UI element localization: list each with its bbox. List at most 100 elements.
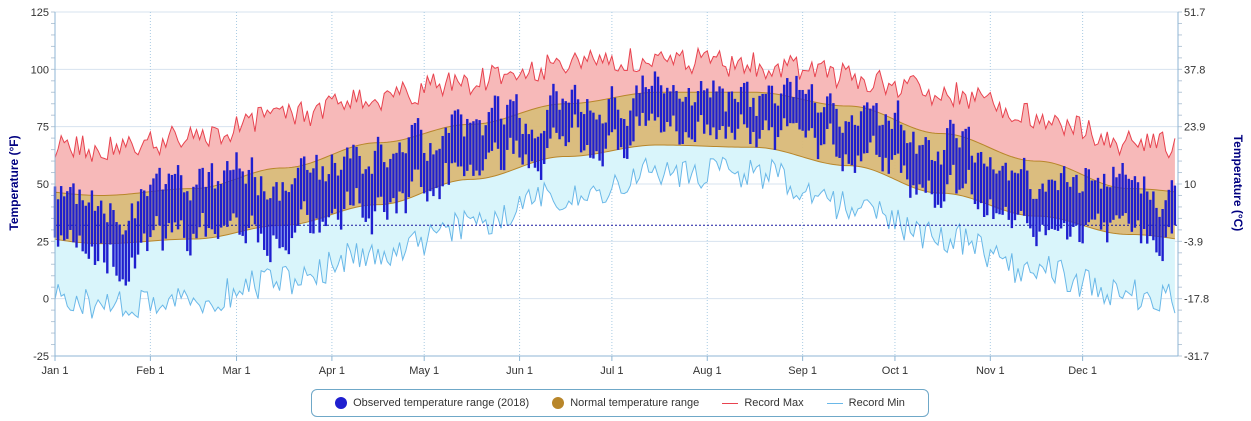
observed-day-bar xyxy=(398,142,401,192)
observed-day-bar xyxy=(219,183,223,228)
observed-day-bar xyxy=(472,121,475,176)
legend-item-record-max[interactable]: Record Max xyxy=(722,397,804,409)
x-tick-label: Sep 1 xyxy=(788,365,817,377)
legend-item-normal[interactable]: Normal temperature range xyxy=(552,397,699,409)
legend-label-record-max: Record Max xyxy=(744,397,804,409)
observed-day-bar xyxy=(103,213,106,263)
observed-day-bar xyxy=(952,123,955,165)
observed-day-bar xyxy=(986,166,989,216)
observed-day-bar xyxy=(967,126,970,170)
observed-day-bar xyxy=(192,186,195,234)
observed-day-bar xyxy=(650,85,654,114)
observed-day-bar xyxy=(1087,169,1090,223)
record-range-area xyxy=(54,46,1176,319)
observed-day-bar xyxy=(401,152,404,194)
observed-day-bar xyxy=(1078,192,1081,243)
chart-legend: Observed temperature range (2018) Normal… xyxy=(311,389,929,417)
observed-day-bar xyxy=(389,158,392,203)
chart-svg: -25 -31.7 0 -17.8 25 -3.9 50 10 75 23.9 100 37.8 125… xyxy=(7,7,1245,377)
observed-day-bar xyxy=(376,136,380,198)
observed-day-bar xyxy=(109,203,112,245)
y-tick-label-left: 75 xyxy=(37,122,49,134)
observed-day-bar xyxy=(1139,193,1143,244)
observed-day-bar xyxy=(582,114,586,151)
observed-day-bar xyxy=(407,137,411,198)
observed-day-bar xyxy=(426,160,429,202)
legend-item-observed[interactable]: Observed temperature range (2018) xyxy=(335,397,529,409)
observed-day-bar xyxy=(801,89,804,131)
observed-day-bar xyxy=(1121,162,1124,216)
observed-day-bar xyxy=(133,218,137,269)
observed-day-bar xyxy=(567,102,571,143)
observed-day-bar xyxy=(764,93,767,121)
observed-day-bar xyxy=(579,111,583,153)
observed-day-bar xyxy=(87,202,91,259)
observed-day-bar xyxy=(355,146,358,189)
observed-day-bar xyxy=(59,186,63,236)
observed-day-bar xyxy=(309,172,312,234)
observed-day-bar xyxy=(684,96,687,133)
observed-day-bar xyxy=(798,89,801,130)
observed-day-bar xyxy=(183,192,186,238)
observed-day-bar xyxy=(739,86,743,115)
observed-day-bar xyxy=(395,152,398,214)
observed-day-bar xyxy=(1035,198,1038,247)
observed-day-bar xyxy=(1124,174,1127,214)
observed-day-bar xyxy=(595,119,598,152)
observed-day-bar xyxy=(961,131,964,189)
observed-day-bar xyxy=(555,91,558,133)
observed-day-bar xyxy=(318,179,321,233)
observed-day-bar xyxy=(989,157,992,200)
observed-day-bar xyxy=(1029,189,1032,229)
observed-day-bar xyxy=(229,170,232,221)
observed-day-bar xyxy=(644,87,647,126)
observed-day-bar xyxy=(69,187,72,230)
observed-day-bar xyxy=(343,156,346,210)
observed-day-bar xyxy=(1010,170,1014,229)
observed-day-bar xyxy=(669,91,672,127)
x-tick-label: Jul 1 xyxy=(600,365,623,377)
observed-day-bar xyxy=(315,154,318,219)
observed-day-bar xyxy=(81,200,84,252)
observed-day-bar xyxy=(629,110,632,146)
observed-day-bar xyxy=(832,103,835,145)
x-tick-label: Mar 1 xyxy=(222,365,250,377)
observed-day-bar xyxy=(709,97,712,136)
observed-day-bar xyxy=(964,128,967,184)
observed-day-bar xyxy=(1173,185,1177,226)
legend-item-record-min[interactable]: Record Min xyxy=(826,397,905,409)
observed-day-bar xyxy=(884,114,887,158)
observed-day-bar xyxy=(724,111,727,139)
observed-day-bar xyxy=(619,118,623,148)
observed-day-bar xyxy=(626,125,629,159)
observed-day-bar xyxy=(493,95,497,143)
observed-day-bar xyxy=(383,162,386,213)
observed-day-bar xyxy=(1007,180,1010,220)
observed-day-bar xyxy=(841,132,844,172)
observed-day-bar xyxy=(453,110,457,163)
observed-day-bar xyxy=(702,90,706,134)
observed-day-bar xyxy=(352,144,355,206)
observed-day-bar xyxy=(721,88,724,127)
observed-day-bar xyxy=(155,173,158,217)
observed-day-bar xyxy=(641,75,644,113)
observed-day-bar xyxy=(235,152,238,218)
observed-day-bar xyxy=(564,101,567,147)
observed-day-bar xyxy=(982,163,986,217)
observed-day-bar xyxy=(542,130,546,164)
observed-day-bar xyxy=(912,131,915,186)
observed-day-bar xyxy=(250,157,254,216)
y-tick-label-left: 125 xyxy=(31,7,49,19)
observed-day-bar xyxy=(733,98,737,140)
observed-day-bar xyxy=(749,106,752,145)
observed-day-bar xyxy=(622,119,626,159)
observed-day-bar xyxy=(487,112,491,153)
observed-day-bar xyxy=(939,164,943,208)
observed-day-bar xyxy=(816,112,820,160)
observed-day-bar xyxy=(632,98,635,142)
observed-day-bar xyxy=(930,159,934,195)
observed-day-bar xyxy=(1099,188,1103,230)
observed-day-bar xyxy=(392,153,395,199)
legend-label-normal: Normal temperature range xyxy=(570,397,700,409)
